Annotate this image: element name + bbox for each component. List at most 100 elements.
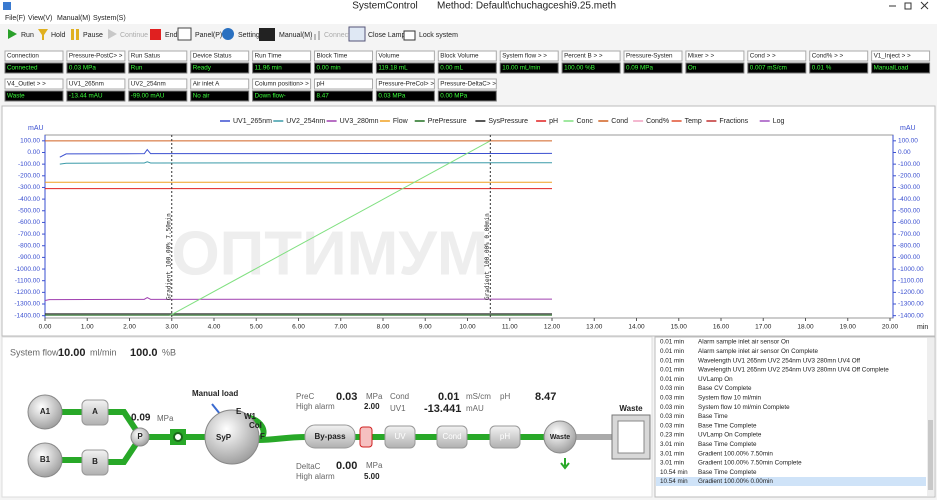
x-tick-label: 6.00	[292, 324, 305, 331]
flow-diagram: System flow 10.00 ml/min 100.0 %B A1 B1 …	[10, 347, 651, 481]
legend-label: Conc	[577, 118, 594, 125]
status-value: 100.00 %B	[564, 65, 595, 72]
module-label: pH	[500, 432, 510, 441]
status-value: 8.47	[317, 93, 330, 100]
log-time: 0.01 min	[660, 339, 685, 346]
module-label: Cond	[442, 432, 461, 441]
toolbar-button[interactable]: Continue	[120, 32, 148, 39]
module-label: By-pass	[314, 432, 346, 441]
status-label-box	[66, 50, 126, 62]
icon	[348, 26, 366, 42]
status-label-box	[128, 50, 188, 62]
status-value: 10.00 mL/min	[502, 65, 541, 72]
icon	[8, 29, 17, 39]
cond-label: Cond	[390, 392, 409, 401]
status-label: Volume	[378, 53, 400, 60]
ph-module	[489, 425, 521, 449]
status-value: 0.007 mS/cm	[750, 65, 787, 72]
y-tick-label: 0.00	[27, 149, 40, 156]
status-value-box	[66, 90, 126, 102]
scrollbar[interactable]	[927, 338, 934, 496]
status-label: Block Volume	[440, 53, 479, 60]
x-tick-label: 14.00	[628, 324, 645, 331]
status-label-box	[252, 50, 312, 62]
x-tick-label: 7.00	[334, 324, 347, 331]
log-text: Base Time Complete	[698, 422, 757, 429]
status-label-box	[747, 50, 807, 62]
toolbar-button[interactable]: End	[165, 32, 178, 39]
status-value: 0.09 MPa	[626, 65, 653, 72]
log-highlight	[656, 477, 926, 486]
status-value-box	[685, 62, 745, 74]
toolbar-button[interactable]: Manual(M)	[279, 32, 312, 39]
x-tick-label: 9.00	[419, 324, 432, 331]
y2-tick-label: -400.00	[898, 196, 920, 203]
window-controls[interactable]	[889, 1, 929, 10]
cond-module	[436, 425, 468, 449]
uv1-label: UV1	[390, 404, 406, 413]
menu-item[interactable]: File(F)	[5, 15, 25, 22]
status-label-box	[685, 50, 745, 62]
y-tick-label: -100.00	[18, 161, 40, 168]
deltac-label: DeltaC	[296, 462, 321, 471]
legend-label: Fractions	[719, 118, 748, 125]
icon	[38, 29, 48, 40]
status-label: UV2_254nm	[131, 81, 166, 88]
toolbar-button[interactable]: Panel(P)	[195, 32, 222, 39]
x-tick-label: 1.00	[81, 324, 94, 331]
toolbar-button[interactable]: Lock system	[419, 32, 458, 39]
x-tick-label: 19.00	[840, 324, 857, 331]
watermark: ОПТИМУМ	[171, 219, 488, 288]
menu-item[interactable]: Manual(M)	[57, 15, 90, 22]
icon	[108, 29, 117, 39]
y-tick-label: -200.00	[18, 173, 40, 180]
log-time: 0.03 min	[660, 404, 685, 411]
x-tick-label: 11.00	[502, 324, 518, 331]
log-text: System flow 10 ml/min	[698, 394, 761, 401]
prec-unit: MPa	[366, 392, 383, 401]
toolbar-button[interactable]: Pause	[83, 32, 103, 39]
log-time: 10.54 min	[660, 469, 688, 476]
log-text: Gradient 100.00% 7.50min	[698, 450, 773, 457]
y-tick-label: -1100.00	[15, 277, 41, 284]
series-line	[45, 297, 553, 302]
y2-tick-label: -200.00	[898, 173, 920, 180]
inject-needle	[211, 403, 221, 415]
source-a1	[27, 394, 63, 430]
status-label-box	[66, 78, 126, 90]
status-value: 0.03 MPa	[69, 65, 96, 72]
menu-item[interactable]: View(V)	[28, 15, 52, 22]
y2-tick-label: -1200.00	[898, 289, 924, 296]
toolbar-button[interactable]: Hold	[51, 32, 66, 39]
prec-value: 0.03	[336, 391, 357, 403]
deltac-alarm-label: High alarm	[296, 472, 335, 481]
uv1-unit: mAU	[466, 404, 484, 413]
menu-item[interactable]: System(S)	[93, 15, 126, 22]
toolbar-button[interactable]: Connect	[324, 32, 350, 39]
pump-pressure: 0.09	[131, 413, 151, 424]
toolbar-button[interactable]: Setting	[238, 32, 260, 39]
icon	[259, 28, 275, 41]
status-value: On	[688, 65, 697, 72]
legend-label: UV2_254nm	[286, 118, 325, 125]
y2-tick-label: -1400.00	[898, 312, 924, 319]
log-text: Base Time Complete	[698, 469, 757, 476]
status-value: 0.00 MPa	[440, 93, 467, 100]
status-value-box	[4, 62, 64, 74]
status-value-box	[499, 62, 559, 74]
log-text: Alarm sample inlet air sensor On	[698, 339, 790, 346]
icon	[71, 29, 79, 40]
status-value: -99.00 mAU	[131, 93, 165, 100]
status-value-box	[437, 62, 497, 74]
bypass	[304, 424, 356, 449]
scroll-thumb[interactable]	[928, 420, 933, 490]
legend-label: Temp	[685, 118, 702, 125]
x-tick-label: 5.00	[250, 324, 263, 331]
log-time: 0.03 min	[660, 413, 685, 420]
y-tick-label: -500.00	[18, 207, 40, 214]
y-tick-label: -400.00	[18, 196, 40, 203]
toolbar-button[interactable]: Run	[21, 32, 34, 39]
status-label-box	[190, 78, 250, 90]
toolbar-button[interactable]: Close Lamp	[368, 32, 405, 39]
